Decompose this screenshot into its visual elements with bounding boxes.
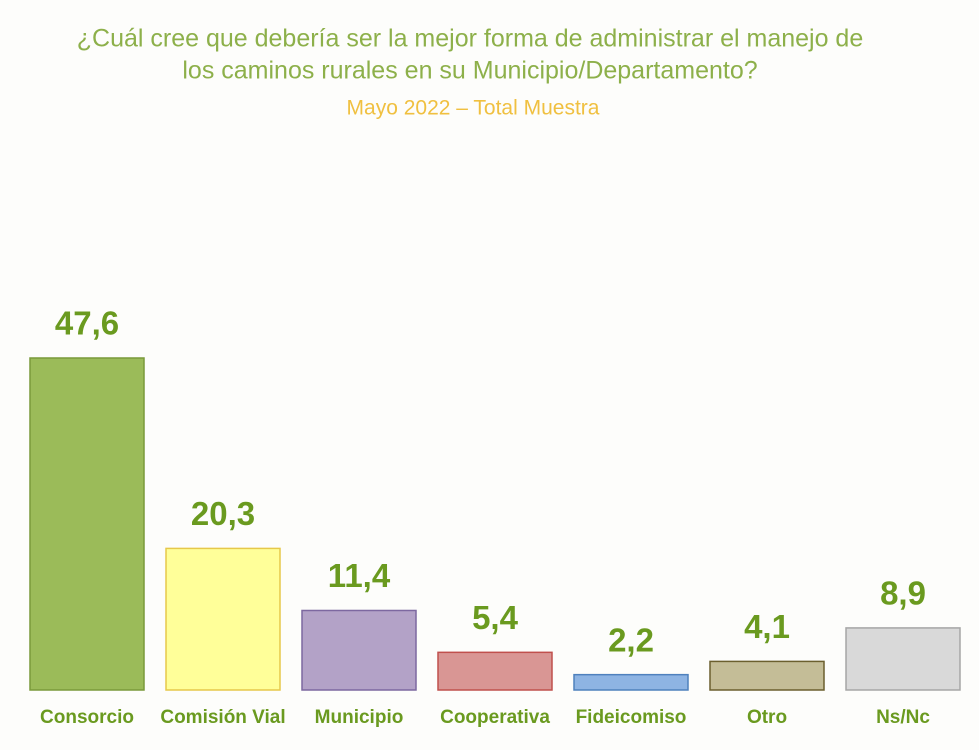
x-tick-label: Cooperativa <box>440 707 550 728</box>
chart-subtitle: Mayo 2022 – Total Muestra <box>347 97 600 120</box>
x-tick-label: Ns/Nc <box>876 707 930 728</box>
bar <box>29 357 145 691</box>
bar <box>301 609 417 691</box>
x-tick-label: Otro <box>747 707 787 728</box>
value-label: 11,4 <box>328 557 391 594</box>
value-label: 20,3 <box>191 495 255 532</box>
x-tick-label: Comisión Vial <box>160 707 285 728</box>
bar <box>437 651 553 691</box>
bar <box>573 673 689 691</box>
x-tick-label: Consorcio <box>40 707 134 728</box>
chart-title: ¿Cuál cree que debería ser la mejor form… <box>77 25 864 53</box>
bar <box>709 660 825 691</box>
chart-title: los caminos rurales en su Municipio/Depa… <box>182 57 757 85</box>
bar <box>165 547 281 691</box>
value-label: 5,4 <box>472 599 519 636</box>
value-label: 4,1 <box>744 608 790 645</box>
value-label: 47,6 <box>55 305 119 342</box>
value-label: 8,9 <box>880 575 926 612</box>
x-tick-label: Fideicomiso <box>576 707 687 728</box>
bar <box>845 627 961 691</box>
value-label: 2,2 <box>608 621 654 658</box>
x-tick-label: Municipio <box>315 707 404 728</box>
